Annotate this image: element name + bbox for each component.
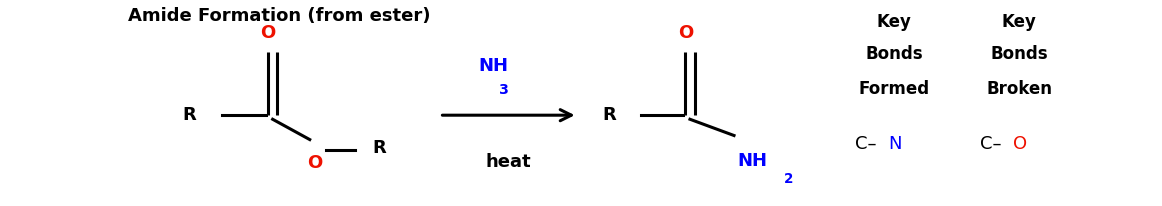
Text: Broken: Broken: [987, 80, 1052, 98]
Text: 2: 2: [784, 172, 794, 186]
Text: NH: NH: [738, 152, 767, 170]
Text: O: O: [307, 154, 322, 172]
Text: Formed: Formed: [859, 80, 930, 98]
Text: 3: 3: [498, 83, 509, 97]
Text: R: R: [182, 106, 196, 124]
Text: Bonds: Bonds: [990, 45, 1048, 63]
Text: Amide Formation (from ester): Amide Formation (from ester): [128, 7, 431, 26]
Text: Key: Key: [1002, 13, 1037, 31]
Text: R: R: [372, 139, 386, 157]
Text: Key: Key: [876, 13, 911, 31]
Text: O: O: [1013, 135, 1027, 153]
Text: heat: heat: [486, 153, 531, 171]
Text: O: O: [260, 24, 275, 42]
Text: C–: C–: [855, 135, 876, 153]
Text: C–: C–: [981, 135, 1002, 153]
Text: N: N: [888, 135, 902, 153]
Text: O: O: [677, 24, 693, 42]
Text: Bonds: Bonds: [866, 45, 923, 63]
Text: R: R: [602, 106, 616, 124]
Text: NH: NH: [479, 57, 509, 75]
